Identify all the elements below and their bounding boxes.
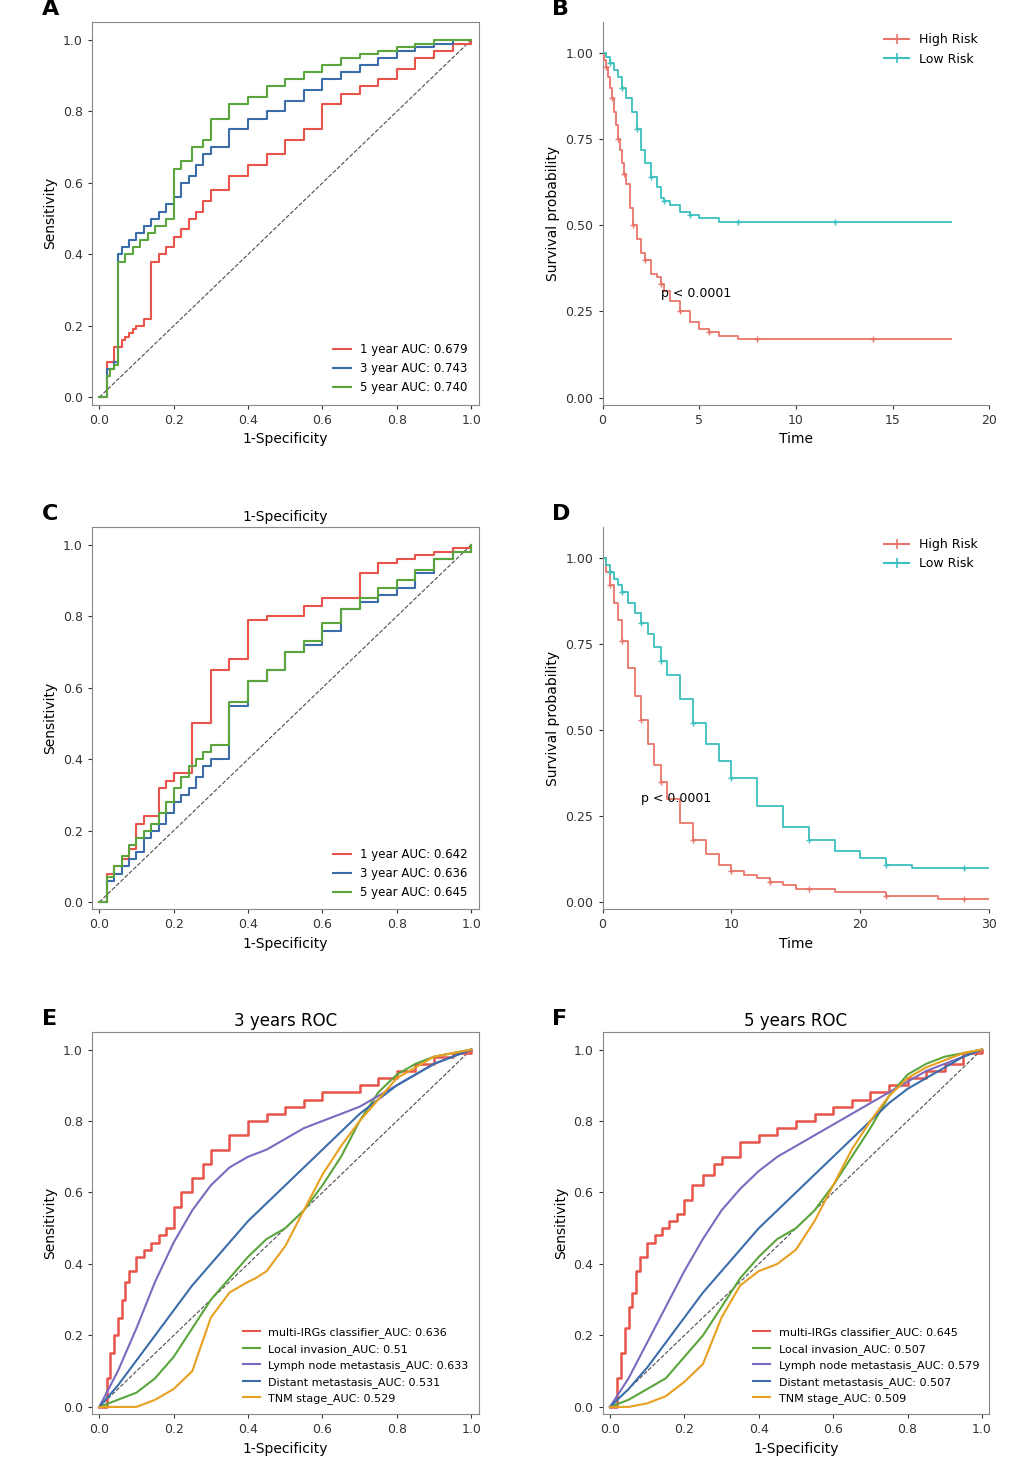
Title: 5 years ROC: 5 years ROC — [744, 1012, 847, 1030]
X-axis label: 1-Specificity: 1-Specificity — [243, 432, 328, 446]
Text: D: D — [551, 504, 570, 524]
Y-axis label: Survival probability: Survival probability — [545, 651, 559, 785]
Text: p < 0.0001: p < 0.0001 — [641, 792, 710, 806]
Y-axis label: Sensitivity: Sensitivity — [43, 682, 57, 754]
Legend: 1 year AUC: 0.679, 3 year AUC: 0.743, 5 year AUC: 0.740: 1 year AUC: 0.679, 3 year AUC: 0.743, 5 … — [328, 339, 473, 399]
Legend: High Risk, Low Risk: High Risk, Low Risk — [878, 533, 982, 576]
Legend: multi-IRGs classifier_AUC: 0.645, Local invasion_AUC: 0.507, Lymph node metastas: multi-IRGs classifier_AUC: 0.645, Local … — [748, 1323, 983, 1408]
X-axis label: 1-Specificity: 1-Specificity — [243, 937, 328, 952]
Legend: High Risk, Low Risk: High Risk, Low Risk — [878, 28, 982, 71]
Text: B: B — [551, 0, 569, 19]
Text: F: F — [551, 1009, 567, 1028]
Text: E: E — [42, 1009, 57, 1028]
X-axis label: Time: Time — [779, 432, 812, 446]
Legend: 1 year AUC: 0.642, 3 year AUC: 0.636, 5 year AUC: 0.645: 1 year AUC: 0.642, 3 year AUC: 0.636, 5 … — [328, 843, 473, 903]
Y-axis label: Survival probability: Survival probability — [545, 146, 559, 281]
Y-axis label: Sensitivity: Sensitivity — [43, 1187, 57, 1259]
Text: C: C — [42, 504, 58, 524]
Title: 1-Specificity: 1-Specificity — [243, 510, 328, 524]
Text: A: A — [42, 0, 59, 19]
X-axis label: Time: Time — [779, 937, 812, 952]
Y-axis label: Sensitivity: Sensitivity — [43, 177, 57, 249]
Y-axis label: Sensitivity: Sensitivity — [553, 1187, 568, 1259]
Legend: multi-IRGs classifier_AUC: 0.636, Local invasion_AUC: 0.51, Lymph node metastasi: multi-IRGs classifier_AUC: 0.636, Local … — [238, 1323, 473, 1408]
X-axis label: 1-Specificity: 1-Specificity — [752, 1442, 838, 1455]
Text: p < 0.0001: p < 0.0001 — [660, 287, 730, 300]
X-axis label: 1-Specificity: 1-Specificity — [243, 1442, 328, 1455]
Title: 3 years ROC: 3 years ROC — [233, 1012, 336, 1030]
